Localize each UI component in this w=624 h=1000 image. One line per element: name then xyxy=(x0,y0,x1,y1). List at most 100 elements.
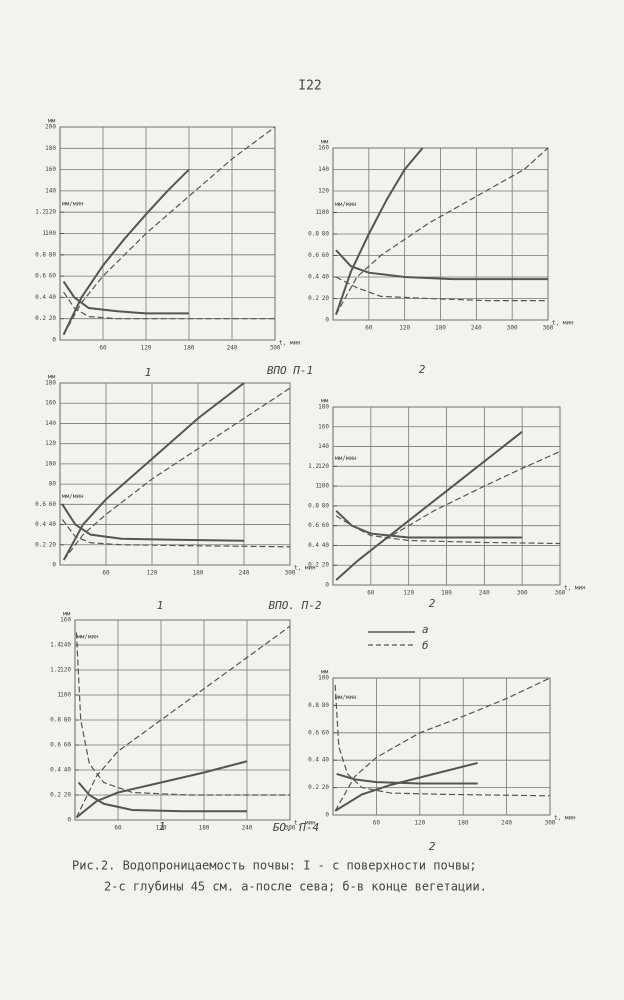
data-line xyxy=(62,168,190,336)
y-tick-label: 200 xyxy=(45,124,56,131)
y-tick-label: 80 xyxy=(322,502,330,509)
chart-label: 2 xyxy=(429,597,436,610)
caption: Рис.2. Водопроницаемость почвы: I - с по… xyxy=(72,859,477,873)
x-tick-label: 180 xyxy=(435,325,446,332)
y-tick-label: 80 xyxy=(322,702,330,709)
y2-tick-label: 0.8 xyxy=(308,231,319,238)
x-tick-label: 300 xyxy=(285,825,296,832)
y-tick-label: 100 xyxy=(60,692,71,699)
y2-tick-label: 0.2 xyxy=(308,784,319,791)
y2-tick-label: 0.2 xyxy=(35,315,46,322)
y-tick-label: 120 xyxy=(318,463,329,470)
y2-tick-label: 1.2 xyxy=(50,667,61,674)
data-line xyxy=(62,382,245,561)
data-line xyxy=(63,387,291,561)
y2-tick-label: 0.6 xyxy=(35,273,46,280)
y-tick-label: 80 xyxy=(322,231,330,238)
y2-tick-label: 0.2 xyxy=(308,295,319,302)
x-tick-label: 240 xyxy=(501,820,512,827)
data-line xyxy=(335,147,424,315)
x-tick-label: 60 xyxy=(114,825,122,832)
x-tick-label: 180 xyxy=(193,570,204,577)
y-tick-label: 120 xyxy=(318,188,329,195)
y2-tick-label: 0.4 xyxy=(308,274,319,281)
y-tick-label: 120 xyxy=(45,440,56,447)
y-tick-label: 60 xyxy=(49,501,57,508)
y2-tick-label: 0.6 xyxy=(50,742,61,749)
x-tick-label: 240 xyxy=(471,325,482,332)
y-tick-label: 20 xyxy=(64,792,72,799)
x-tick-label: 120 xyxy=(147,570,158,577)
x-axis-label: t, мин xyxy=(279,340,301,347)
x-tick-label: 60 xyxy=(99,345,107,352)
y2-tick-label: 0.8 xyxy=(35,251,46,258)
y-tick-label: 100 xyxy=(318,209,329,216)
y-tick-label: 60 xyxy=(322,729,330,736)
x-tick-label: 60 xyxy=(365,325,373,332)
legend-label: б xyxy=(422,639,429,652)
x-tick-label: 120 xyxy=(141,345,152,352)
data-line xyxy=(335,249,548,281)
y2-tick-label: 0.6 xyxy=(35,501,46,508)
y-axis-label: мм xyxy=(48,118,56,125)
y-tick-label: 100 xyxy=(45,230,56,237)
x-axis-label: t, мин xyxy=(552,320,574,327)
chart-label: 1 xyxy=(145,366,152,379)
x-tick-label: 60 xyxy=(373,820,381,827)
x-tick-label: 180 xyxy=(184,345,195,352)
group-label: ВПО П-1 xyxy=(267,364,313,377)
y-axis-label: мм xyxy=(321,398,329,405)
x-axis-label: t, мин xyxy=(294,565,316,572)
y2-tick-label: 0.4 xyxy=(50,767,61,774)
y2-tick-label: 1.2 xyxy=(35,209,46,216)
caption: 2-с глубины 45 см. а-после сева; б-в кон… xyxy=(104,880,487,894)
y-axis-label: мм xyxy=(63,611,71,618)
y-tick-label: 140 xyxy=(45,420,56,427)
y-tick-label: 180 xyxy=(45,380,56,387)
x-tick-label: 120 xyxy=(156,825,167,832)
x-tick-label: 300 xyxy=(507,325,518,332)
y-tick-label: 20 xyxy=(49,315,57,322)
legend-label: а xyxy=(422,623,429,636)
y2-tick-label: 0.2 xyxy=(35,541,46,548)
y2-tick-label: 0.8 xyxy=(308,502,319,509)
x-tick-label: 240 xyxy=(242,825,253,832)
x-tick-label: 60 xyxy=(102,570,110,577)
y2-axis-label: мм/мин xyxy=(335,201,357,208)
y2-tick-label: 0.2 xyxy=(308,562,319,569)
y-tick-label: 60 xyxy=(322,252,330,259)
data-line xyxy=(334,677,551,812)
y-tick-label: 60 xyxy=(322,522,330,529)
y2-tick-label: 0.4 xyxy=(308,757,319,764)
y-tick-label: 140 xyxy=(318,443,329,450)
data-line xyxy=(62,280,189,315)
y2-tick-label: 0.8 xyxy=(50,717,61,724)
y-tick-label: 80 xyxy=(49,481,57,488)
y-tick-label: 140 xyxy=(318,166,329,173)
y-tick-label: 40 xyxy=(322,542,330,549)
y-tick-label: 100 xyxy=(318,483,329,490)
y-tick-label: 160 xyxy=(45,400,56,407)
y-tick-label: 160 xyxy=(318,423,329,430)
x-tick-label: 60 xyxy=(367,590,375,597)
group-label: ВПО. П-2 xyxy=(269,599,322,612)
y2-tick-label: 1 xyxy=(42,230,46,237)
y-tick-label: 40 xyxy=(49,294,57,301)
x-tick-label: 360 xyxy=(543,325,554,332)
y-tick-label: 100 xyxy=(318,675,329,682)
y-tick-label: 120 xyxy=(60,667,71,674)
x-tick-label: 240 xyxy=(479,590,490,597)
y2-axis-label: мм/мин xyxy=(335,455,357,462)
y-tick-label: 40 xyxy=(64,767,72,774)
x-tick-label: 120 xyxy=(403,590,414,597)
x-tick-label: 240 xyxy=(239,570,250,577)
x-tick-label: 360 xyxy=(555,590,566,597)
x-tick-label: 180 xyxy=(458,820,469,827)
y-tick-label: 100 xyxy=(45,460,56,467)
x-tick-label: 300 xyxy=(270,345,281,352)
data-line xyxy=(335,515,561,545)
y-tick-label: 160 xyxy=(45,166,56,173)
y-tick-label: 140 xyxy=(60,642,71,649)
chart-label: 2 xyxy=(429,840,436,853)
